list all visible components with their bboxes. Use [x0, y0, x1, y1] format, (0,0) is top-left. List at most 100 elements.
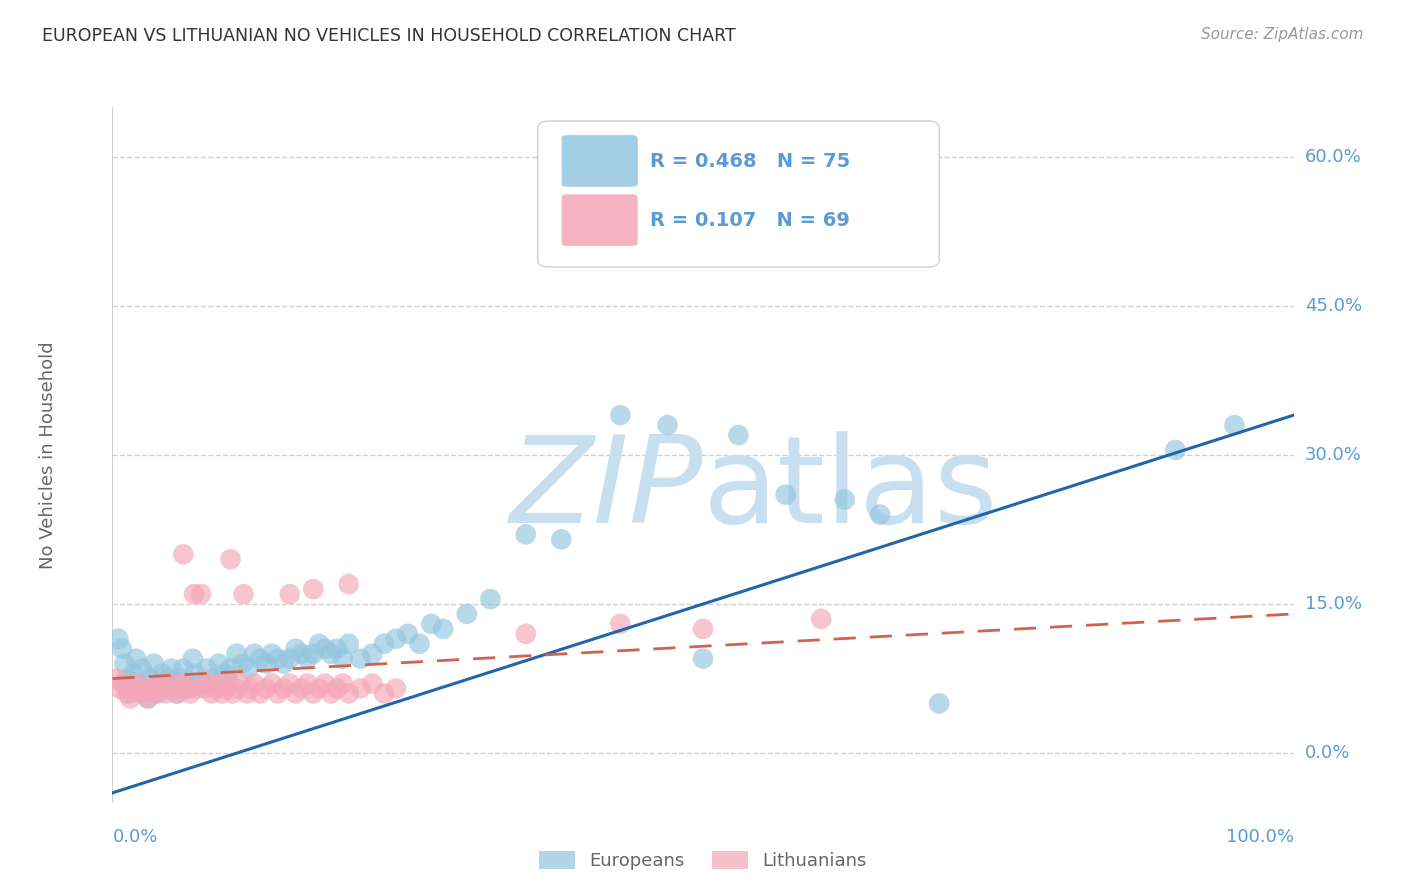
Point — [308, 637, 330, 651]
Point — [278, 587, 301, 601]
Point — [190, 587, 212, 601]
Point — [120, 686, 142, 700]
Point — [146, 686, 169, 700]
Point — [284, 641, 307, 656]
Point — [127, 676, 149, 690]
Point — [326, 641, 349, 656]
Point — [349, 651, 371, 665]
Point — [692, 622, 714, 636]
Point — [314, 641, 336, 656]
Point — [273, 657, 295, 671]
Text: 15.0%: 15.0% — [1305, 595, 1361, 613]
Point — [186, 681, 208, 696]
Text: No Vehicles in Household: No Vehicles in Household — [38, 341, 56, 569]
Point — [278, 676, 301, 690]
Point — [260, 647, 283, 661]
Text: Source: ZipAtlas.com: Source: ZipAtlas.com — [1201, 27, 1364, 42]
Point — [243, 676, 266, 690]
Point — [432, 622, 454, 636]
Point — [229, 676, 252, 690]
Point — [332, 651, 354, 665]
Text: R = 0.107   N = 69: R = 0.107 N = 69 — [650, 211, 849, 230]
Point — [142, 657, 165, 671]
Point — [111, 641, 134, 656]
Text: 45.0%: 45.0% — [1305, 297, 1362, 315]
Legend: Europeans, Lithuanians: Europeans, Lithuanians — [531, 844, 875, 877]
Point — [160, 662, 183, 676]
Point — [195, 662, 218, 676]
Point — [181, 651, 204, 665]
Point — [337, 637, 360, 651]
Point — [136, 691, 159, 706]
Text: 100.0%: 100.0% — [1226, 828, 1294, 846]
Point — [176, 681, 198, 696]
Point — [163, 676, 186, 690]
Point — [810, 612, 832, 626]
Point — [232, 587, 254, 601]
Point — [194, 681, 217, 696]
FancyBboxPatch shape — [537, 121, 939, 267]
Point — [239, 681, 262, 696]
Point — [150, 676, 173, 690]
Point — [249, 651, 271, 665]
Point — [609, 408, 631, 422]
Point — [135, 681, 157, 696]
Point — [143, 686, 166, 700]
Point — [238, 662, 260, 676]
Text: EUROPEAN VS LITHUANIAN NO VEHICLES IN HOUSEHOLD CORRELATION CHART: EUROPEAN VS LITHUANIAN NO VEHICLES IN HO… — [42, 27, 735, 45]
Point — [727, 428, 749, 442]
Point — [162, 676, 184, 690]
Point — [122, 681, 145, 696]
Point — [290, 681, 312, 696]
Point — [225, 681, 247, 696]
Point — [184, 666, 207, 681]
Text: 60.0%: 60.0% — [1305, 148, 1361, 166]
Point — [302, 647, 325, 661]
Point — [385, 681, 408, 696]
Point — [208, 676, 231, 690]
Point — [179, 681, 201, 696]
Point — [319, 686, 342, 700]
Point — [155, 681, 177, 696]
Point — [515, 627, 537, 641]
Point — [197, 676, 219, 690]
Point — [657, 418, 679, 433]
Text: R = 0.468   N = 75: R = 0.468 N = 75 — [650, 152, 851, 170]
Point — [385, 632, 408, 646]
Point — [183, 587, 205, 601]
Point — [211, 686, 233, 700]
Point — [115, 672, 138, 686]
Point — [408, 637, 430, 651]
FancyBboxPatch shape — [561, 194, 638, 246]
Point — [134, 681, 156, 696]
Point — [218, 676, 240, 690]
Point — [201, 686, 224, 700]
Point — [396, 627, 419, 641]
Point — [120, 691, 142, 706]
Point — [148, 681, 170, 696]
Point — [136, 691, 159, 706]
Point — [236, 686, 259, 700]
Point — [332, 676, 354, 690]
Point — [215, 681, 238, 696]
Point — [107, 632, 129, 646]
Text: 30.0%: 30.0% — [1305, 446, 1361, 464]
Point — [337, 686, 360, 700]
Point — [260, 676, 283, 690]
Text: 0.0%: 0.0% — [112, 828, 157, 846]
Point — [550, 533, 572, 547]
Point — [278, 651, 301, 665]
Point — [157, 672, 180, 686]
Point — [243, 647, 266, 661]
Text: 0.0%: 0.0% — [1305, 744, 1350, 762]
Point — [127, 676, 149, 690]
Point — [314, 676, 336, 690]
Point — [149, 676, 172, 690]
Point — [284, 686, 307, 700]
Point — [249, 686, 271, 700]
Point — [170, 672, 193, 686]
Point — [361, 647, 384, 661]
Text: atlas: atlas — [703, 431, 998, 549]
FancyBboxPatch shape — [561, 135, 638, 187]
Point — [349, 681, 371, 696]
